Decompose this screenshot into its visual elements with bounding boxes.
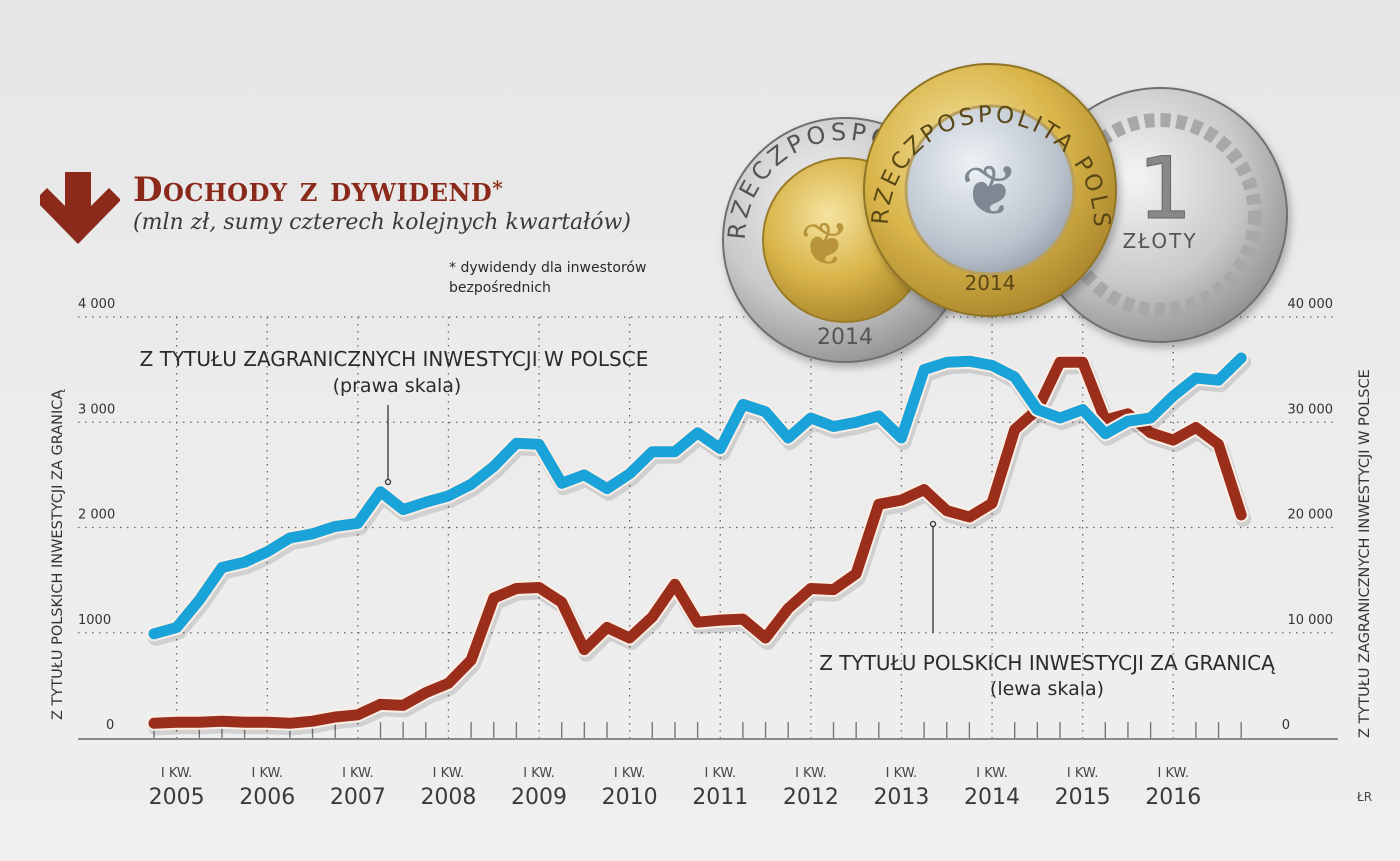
x-year-label: 2007 xyxy=(330,785,386,810)
right-tick-label: 10 000 xyxy=(1288,613,1334,628)
grid-lines xyxy=(78,316,1338,740)
right-tick-label: 0 xyxy=(1282,718,1290,733)
x-quarter-label: I KW. xyxy=(614,766,646,781)
x-year-label: 2008 xyxy=(420,785,476,810)
left-tick-label: 3 000 xyxy=(78,402,115,417)
x-quarter-label: I KW. xyxy=(161,766,193,781)
coin-2-year: 2014 xyxy=(965,271,1016,295)
series-lines xyxy=(146,350,1252,736)
left-tick-label: 4 000 xyxy=(78,297,115,312)
polish-investments-line xyxy=(146,354,1252,736)
coin-1-unit: ZŁOTY xyxy=(1122,229,1197,253)
x-year-label: 2009 xyxy=(511,785,567,810)
right-tick-label: 40 000 xyxy=(1288,297,1334,312)
footnote: * dywidendy dla inwestorów bezpośrednich xyxy=(449,258,646,298)
x-quarter-label: I KW. xyxy=(1067,766,1099,781)
right-axis-title: Z TYTUŁU ZAGRANICZNYCH INWESTYCJI W POLS… xyxy=(1357,369,1373,738)
x-year-label: 2013 xyxy=(873,785,929,810)
x-quarter-label: I KW. xyxy=(795,766,827,781)
x-quarter-label: I KW. xyxy=(1157,766,1189,781)
x-axis-labels: I KW. 2005 I KW. 2006 I KW. 2007 I KW. 2008 I KW… xyxy=(149,766,1202,810)
left-tick-label: 1000 xyxy=(78,613,111,628)
footnote-line: * dywidendy dla inwestorów xyxy=(449,260,647,276)
left-axis-title: Z TYTUŁU POLSKICH INWESTYCJI ZA GRANICĄ xyxy=(50,389,66,720)
x-year-label: 2010 xyxy=(602,785,658,810)
polish-series-scale: (lewa skala) xyxy=(990,678,1104,700)
x-quarter-label: I KW. xyxy=(704,766,736,781)
x-year-label: 2012 xyxy=(783,785,839,810)
left-axis-ticks: 0 1000 2 000 3 000 4 000 xyxy=(78,297,115,733)
x-quarter-label: I KW. xyxy=(886,766,918,781)
x-year-label: 2011 xyxy=(692,785,748,810)
footnote-line: bezpośrednich xyxy=(449,280,551,296)
left-tick-label: 0 xyxy=(106,718,114,733)
x-year-label: 2005 xyxy=(149,785,205,810)
foreign-series-scale: (prawa skala) xyxy=(333,375,462,397)
x-quarter-label: I KW. xyxy=(251,766,283,781)
foreign-investments-line xyxy=(146,350,1252,646)
foreign-series-label: Z TYTUŁU ZAGRANICZNYCH INWESTYCJI W POLS… xyxy=(140,347,649,371)
right-tick-label: 30 000 xyxy=(1288,402,1334,417)
eagle-icon: ❦ xyxy=(800,210,850,280)
left-tick-label: 2 000 xyxy=(78,508,115,523)
x-year-label: 2006 xyxy=(239,785,295,810)
right-axis-ticks: 0 10 000 20 000 30 000 40 000 xyxy=(1282,297,1333,733)
right-tick-label: 20 000 xyxy=(1288,508,1334,523)
polish-series-label: Z TYTUŁU POLSKICH INWESTYCJI ZA GRANICĄ xyxy=(819,651,1276,675)
author-credit: ŁR xyxy=(1357,790,1373,804)
eagle-icon: ❦ xyxy=(961,150,1020,232)
x-quarter-label: I KW. xyxy=(976,766,1008,781)
annotation-leaders xyxy=(384,405,937,633)
coin-1-value: 1 xyxy=(1138,139,1193,239)
arrow-down-icon xyxy=(40,172,120,244)
x-quarter-label: I KW. xyxy=(433,766,465,781)
x-year-label: 2016 xyxy=(1145,785,1201,810)
chart-subtitle: (mln zł, sumy czterech kolejnych kwartał… xyxy=(133,210,631,235)
x-quarter-label: I KW. xyxy=(523,766,555,781)
chart-title: Dochody z dywidend* xyxy=(133,170,504,210)
x-quarter-label: I KW. xyxy=(342,766,374,781)
coin-5-year: 2014 xyxy=(817,325,873,350)
x-year-label: 2014 xyxy=(964,785,1020,810)
x-year-label: 2015 xyxy=(1055,785,1111,810)
